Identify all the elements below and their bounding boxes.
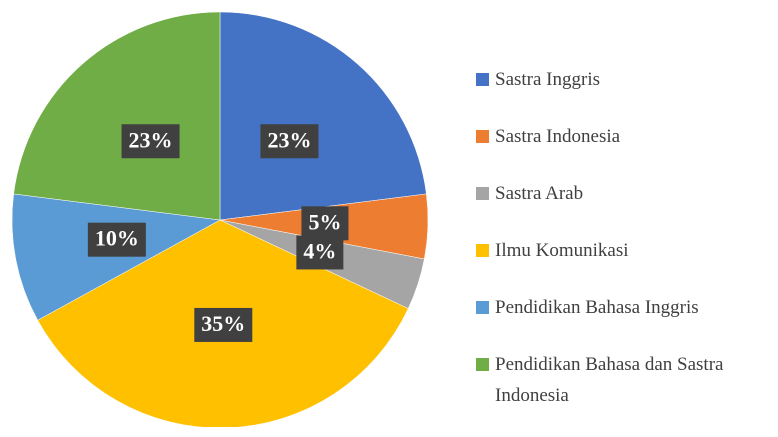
legend-label: Pendidikan Bahasa Inggris bbox=[495, 297, 699, 318]
pie-slice bbox=[13, 11, 221, 221]
data-label-text: 35% bbox=[201, 311, 245, 336]
data-label-text: 4% bbox=[303, 238, 336, 263]
legend-item: Sastra Inggris bbox=[470, 64, 775, 95]
data-label-text: 23% bbox=[267, 127, 311, 152]
legend-swatch bbox=[476, 301, 489, 314]
legend-item: Pendidikan Bahasa Inggris bbox=[470, 292, 775, 323]
legend-label: Pendidikan Bahasa dan Sastra Indonesia bbox=[495, 354, 724, 406]
data-label: 35% bbox=[194, 307, 253, 342]
legend-swatch bbox=[476, 244, 489, 257]
data-label-box bbox=[301, 206, 349, 241]
legend-item: Sastra Arab bbox=[470, 178, 775, 209]
data-label-box bbox=[194, 307, 253, 342]
data-label-box bbox=[260, 124, 319, 159]
legend-label: Sastra Arab bbox=[495, 183, 584, 204]
legend-item: Ilmu Komunikasi bbox=[470, 235, 775, 266]
data-label-text: 5% bbox=[308, 209, 341, 234]
data-label-text: 10% bbox=[95, 226, 139, 251]
data-label-text: 23% bbox=[129, 127, 173, 152]
chart: 23% 5% 4% 35% 10% 23% bbox=[11, 11, 429, 427]
data-label: 23% bbox=[260, 124, 319, 159]
legend-item: Sastra Indonesia bbox=[470, 121, 775, 152]
legend-label: Sastra Inggris bbox=[495, 69, 601, 90]
data-label-box bbox=[296, 235, 344, 270]
data-label: 5% bbox=[301, 206, 349, 241]
pie-slice bbox=[11, 193, 221, 321]
data-label: 4% bbox=[296, 235, 344, 270]
legend-swatch bbox=[476, 187, 489, 200]
data-label-box bbox=[121, 124, 180, 159]
data-label: 23% bbox=[121, 124, 180, 159]
legend-label: Ilmu Komunikasi bbox=[495, 240, 629, 261]
legend-item: Pendidikan Bahasa dan Sastra Indonesia bbox=[470, 349, 775, 411]
legend-label: Sastra Indonesia bbox=[495, 126, 621, 147]
legend-swatch bbox=[476, 358, 489, 371]
page: {"chart_data": {"type": "pie", "categori… bbox=[11, 11, 724, 427]
data-label: 10% bbox=[87, 222, 146, 257]
data-label-box bbox=[87, 222, 146, 257]
legend-swatch bbox=[476, 73, 489, 86]
legend-swatch bbox=[476, 130, 489, 143]
legend: Sastra Inggris Sastra Indonesia Sastra Ara… bbox=[470, 64, 775, 437]
pie-slice bbox=[219, 11, 427, 221]
